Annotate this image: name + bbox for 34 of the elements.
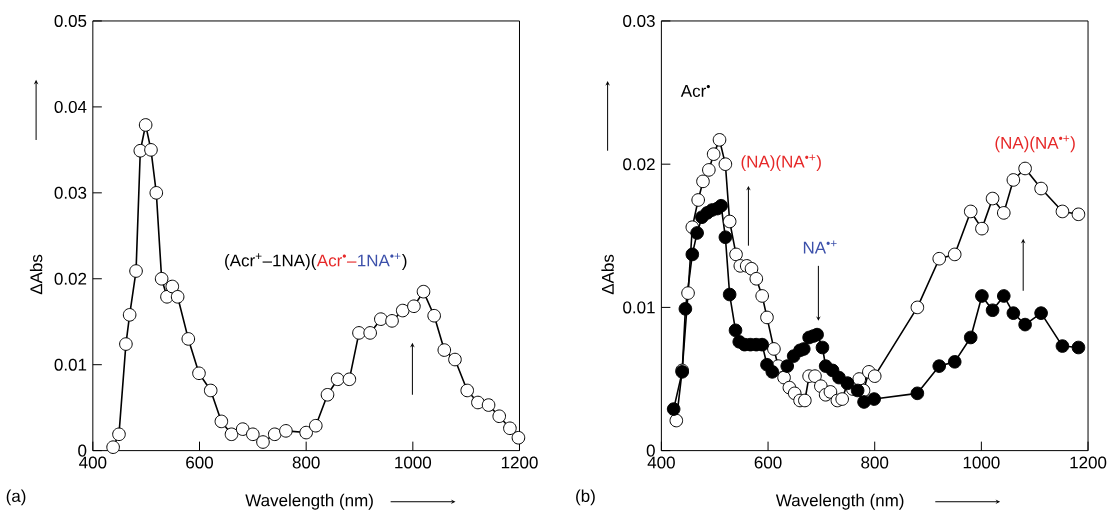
text: (a) (6, 489, 26, 506)
y-tick-label: 0.03 (623, 14, 655, 27)
text: (b) (576, 489, 595, 506)
annotation: 1NA$^{•+}$ (358, 253, 401, 267)
y-tick-label: 0 (78, 444, 87, 457)
y-tick-label: 0 (646, 444, 655, 457)
x-tick-label: 1000 (395, 456, 432, 469)
x-tick-label: 1000 (963, 456, 1000, 469)
y-tick-label: 0.02 (54, 272, 87, 285)
x-tick-label: 600 (186, 456, 214, 469)
x-tick-label: 400 (647, 456, 675, 469)
x-tick-label: 800 (861, 456, 889, 469)
y-tick-label: 0.05 (54, 14, 87, 27)
annotation: NA$^{•+}$ (803, 240, 837, 254)
x-axis-title: Wavelength (nm) (775, 493, 904, 510)
x-tick-label: 800 (292, 456, 320, 469)
y-tick-label: 0.03 (54, 186, 87, 199)
x-axis-title: Wavelength (nm) (245, 493, 373, 510)
annotation: (Acr$^{+}$–1NA)( (225, 253, 317, 270)
annotation: (NA)(NA$^{•+}$) (741, 154, 821, 171)
y-tick-label: 0.02 (623, 158, 655, 171)
y-tick-label: 0.01 (54, 358, 87, 371)
y-tick-label: 0.01 (623, 301, 655, 314)
y-tick-label: 0.04 (54, 100, 87, 113)
x-tick-label: 400 (79, 456, 107, 469)
x-tick-label: 1200 (1070, 456, 1107, 469)
annotation: Acr$^{•}$ (680, 84, 710, 97)
annotation: Acr$^{•}$– (316, 254, 357, 267)
annotation: (NA)(NA$^{•+}$) (995, 135, 1075, 152)
y-axis-title: ΔAbs (601, 254, 614, 295)
x-tick-label: 1200 (501, 456, 538, 469)
annotation: ) (401, 253, 407, 270)
y-axis-title: ΔAbs (29, 254, 43, 295)
x-tick-label: 600 (754, 456, 782, 469)
